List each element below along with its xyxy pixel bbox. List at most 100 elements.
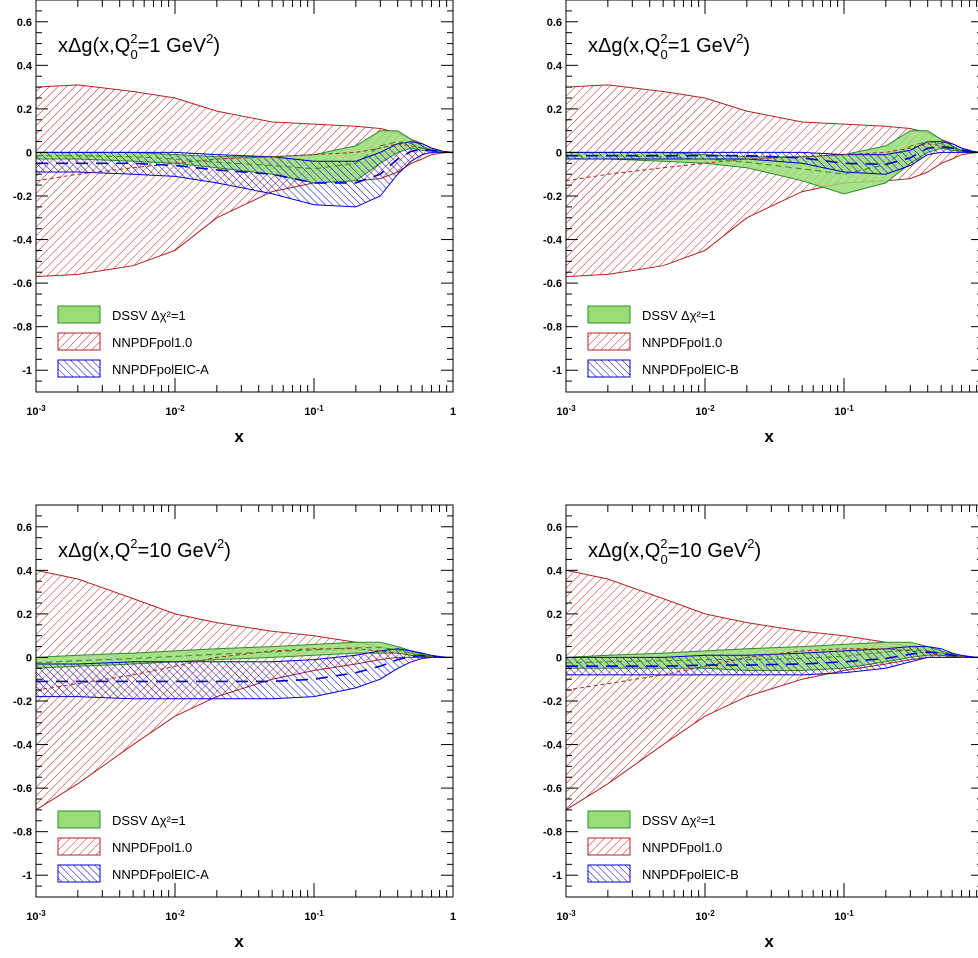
y-tick-label: -1 [22, 870, 32, 882]
legend-label: DSSV Δχ²=1 [112, 308, 186, 323]
band-blue-hatch [566, 646, 978, 676]
legend-swatch-blue-hatch [57, 864, 101, 883]
plot-area [566, 569, 978, 811]
legend: DSSV Δχ²=1 NNPDFpol1.0 NNPDFpolEIC-B [587, 305, 739, 378]
y-tick-label: 0.4 [547, 565, 563, 577]
central-line-red-hatch [36, 648, 453, 691]
x-tick-label: 10-3 [556, 404, 576, 419]
plot-area [36, 84, 453, 278]
y-tick-label: -0.6 [13, 783, 32, 795]
legend-swatch-red-hatch [587, 332, 631, 351]
legend-label: NNPDFpol1.0 [642, 840, 722, 855]
band-blue-hatch [566, 141, 978, 175]
legend-swatch-red-hatch [57, 837, 101, 856]
y-tick-label: -0.8 [13, 322, 32, 334]
x-tick-label: 10-1 [304, 404, 324, 419]
band-red-hatch [566, 569, 978, 811]
x-tick-label: 10-2 [165, 909, 185, 924]
legend-swatch-blue-hatch [587, 864, 631, 883]
legend: DSSV Δχ²=1 NNPDFpol1.0 NNPDFpolEIC-A [57, 305, 209, 378]
legend-label: NNPDFpolEIC-A [112, 867, 209, 882]
legend-label: NNPDFpol1.0 [642, 335, 722, 350]
y-tick-label: 0.4 [547, 60, 563, 72]
x-tick-label: 10-2 [695, 404, 715, 419]
y-tick-label: -0.4 [13, 740, 33, 752]
y-tick-label: 0.6 [547, 522, 562, 534]
y-tick-label: 0 [556, 652, 562, 664]
central-line-blue-hatch [566, 146, 978, 166]
plot-title: xΔg(x,Q2=10 GeV2) [58, 536, 231, 562]
y-tick-label: -0.2 [13, 191, 32, 203]
legend-label: NNPDFpolEIC-B [642, 362, 739, 377]
y-tick-label: 0.4 [17, 565, 33, 577]
x-axis-label: x [234, 427, 244, 446]
y-tick-label: 0.6 [17, 17, 32, 29]
y-tick-label: -0.8 [543, 827, 562, 839]
y-tick-label: -0.8 [13, 827, 32, 839]
central-line-blue-hatch [36, 654, 453, 683]
legend-label: NNPDFpolEIC-B [642, 867, 739, 882]
legend-swatch-red-hatch [587, 837, 631, 856]
y-tick-label: -0.4 [13, 235, 33, 247]
x-axis-label: x [234, 932, 244, 951]
y-tick-label: -1 [552, 365, 562, 377]
central-line-green-solid [36, 647, 453, 664]
y-tick-label: 0 [26, 147, 32, 159]
chart-panel-2: 0.6 0.4 0.2 0 -0.2 -0.4 -0.6 -0.8 -1 10-3 10-2 10-1… [543, 0, 978, 446]
legend-label: NNPDFpolEIC-A [112, 362, 209, 377]
y-tick-label: 0 [26, 652, 32, 664]
y-tick-label: -0.6 [543, 278, 562, 290]
chart-panel-4: 0.6 0.4 0.2 0 -0.2 -0.4 -0.6 -0.8 -1 10-3 10-2 10-1… [543, 504, 978, 951]
y-tick-label: -0.2 [13, 696, 32, 708]
legend-label: NNPDFpol1.0 [112, 840, 192, 855]
legend-label: DSSV Δχ²=1 [642, 308, 716, 323]
x-axis-label: x [764, 427, 774, 446]
x-tick-label: 10-3 [26, 404, 46, 419]
y-tick-label: 0 [556, 147, 562, 159]
legend-swatch-green-solid [587, 305, 631, 324]
chart-panel-1: 0.6 0.4 0.2 0 -0.2 -0.4 -0.6 -0.8 -1 10-3 10-2 10-1… [13, 0, 456, 446]
x-tick-label: 1 [450, 911, 456, 923]
legend-label: NNPDFpol1.0 [112, 335, 192, 350]
legend-swatch-red-hatch [57, 332, 101, 351]
legend-label: DSSV Δχ²=1 [112, 813, 186, 828]
y-tick-label: 0.6 [547, 17, 562, 29]
x-tick-label: 10-3 [556, 909, 576, 924]
plot-title: xΔg(x,Q2 0=1 GeV2) [58, 31, 220, 62]
x-tick-label: 10-2 [165, 404, 185, 419]
x-tick-label: 1 [450, 406, 456, 418]
x-tick-label: 10-1 [834, 404, 854, 419]
plot-title: xΔg(x,Q2 0=10 GeV2) [588, 536, 761, 567]
y-tick-label: 0.2 [17, 104, 32, 116]
legend-swatch-green-solid [57, 810, 101, 829]
legend-label: DSSV Δχ²=1 [642, 813, 716, 828]
legend-swatch-green-solid [587, 810, 631, 829]
y-tick-label: 0.4 [17, 60, 33, 72]
central-line-red-hatch [566, 648, 978, 691]
y-tick-label: -1 [22, 365, 32, 377]
central-line-blue-hatch [36, 148, 453, 184]
y-tick-label: -0.2 [543, 191, 562, 203]
y-tick-label: -0.6 [543, 783, 562, 795]
plot-title: xΔg(x,Q2 0=1 GeV2) [588, 31, 750, 62]
chart-panel-3: 0.6 0.4 0.2 0 -0.2 -0.4 -0.6 -0.8 -1 10-3 10-2 10-1… [13, 504, 456, 951]
legend-swatch-green-solid [57, 305, 101, 324]
x-tick-label: 10-3 [26, 909, 46, 924]
y-tick-label: -0.2 [543, 696, 562, 708]
y-tick-label: 0.6 [17, 522, 32, 534]
legend: DSSV Δχ²=1 NNPDFpol1.0 NNPDFpolEIC-A [57, 810, 209, 883]
y-tick-label: -0.8 [543, 322, 562, 334]
band-red-hatch [566, 84, 978, 278]
plot-area [566, 84, 978, 278]
x-axis-label: x [764, 932, 774, 951]
y-tick-label: 0.2 [17, 609, 32, 621]
central-line-green-solid [566, 649, 978, 664]
plot-area [36, 569, 453, 811]
x-tick-label: 10-2 [695, 909, 715, 924]
legend: DSSV Δχ²=1 NNPDFpol1.0 NNPDFpolEIC-B [587, 810, 739, 883]
legend-swatch-blue-hatch [587, 359, 631, 378]
legend-swatch-blue-hatch [57, 359, 101, 378]
y-tick-label: -0.6 [13, 278, 32, 290]
x-tick-label: 10-1 [304, 909, 324, 924]
